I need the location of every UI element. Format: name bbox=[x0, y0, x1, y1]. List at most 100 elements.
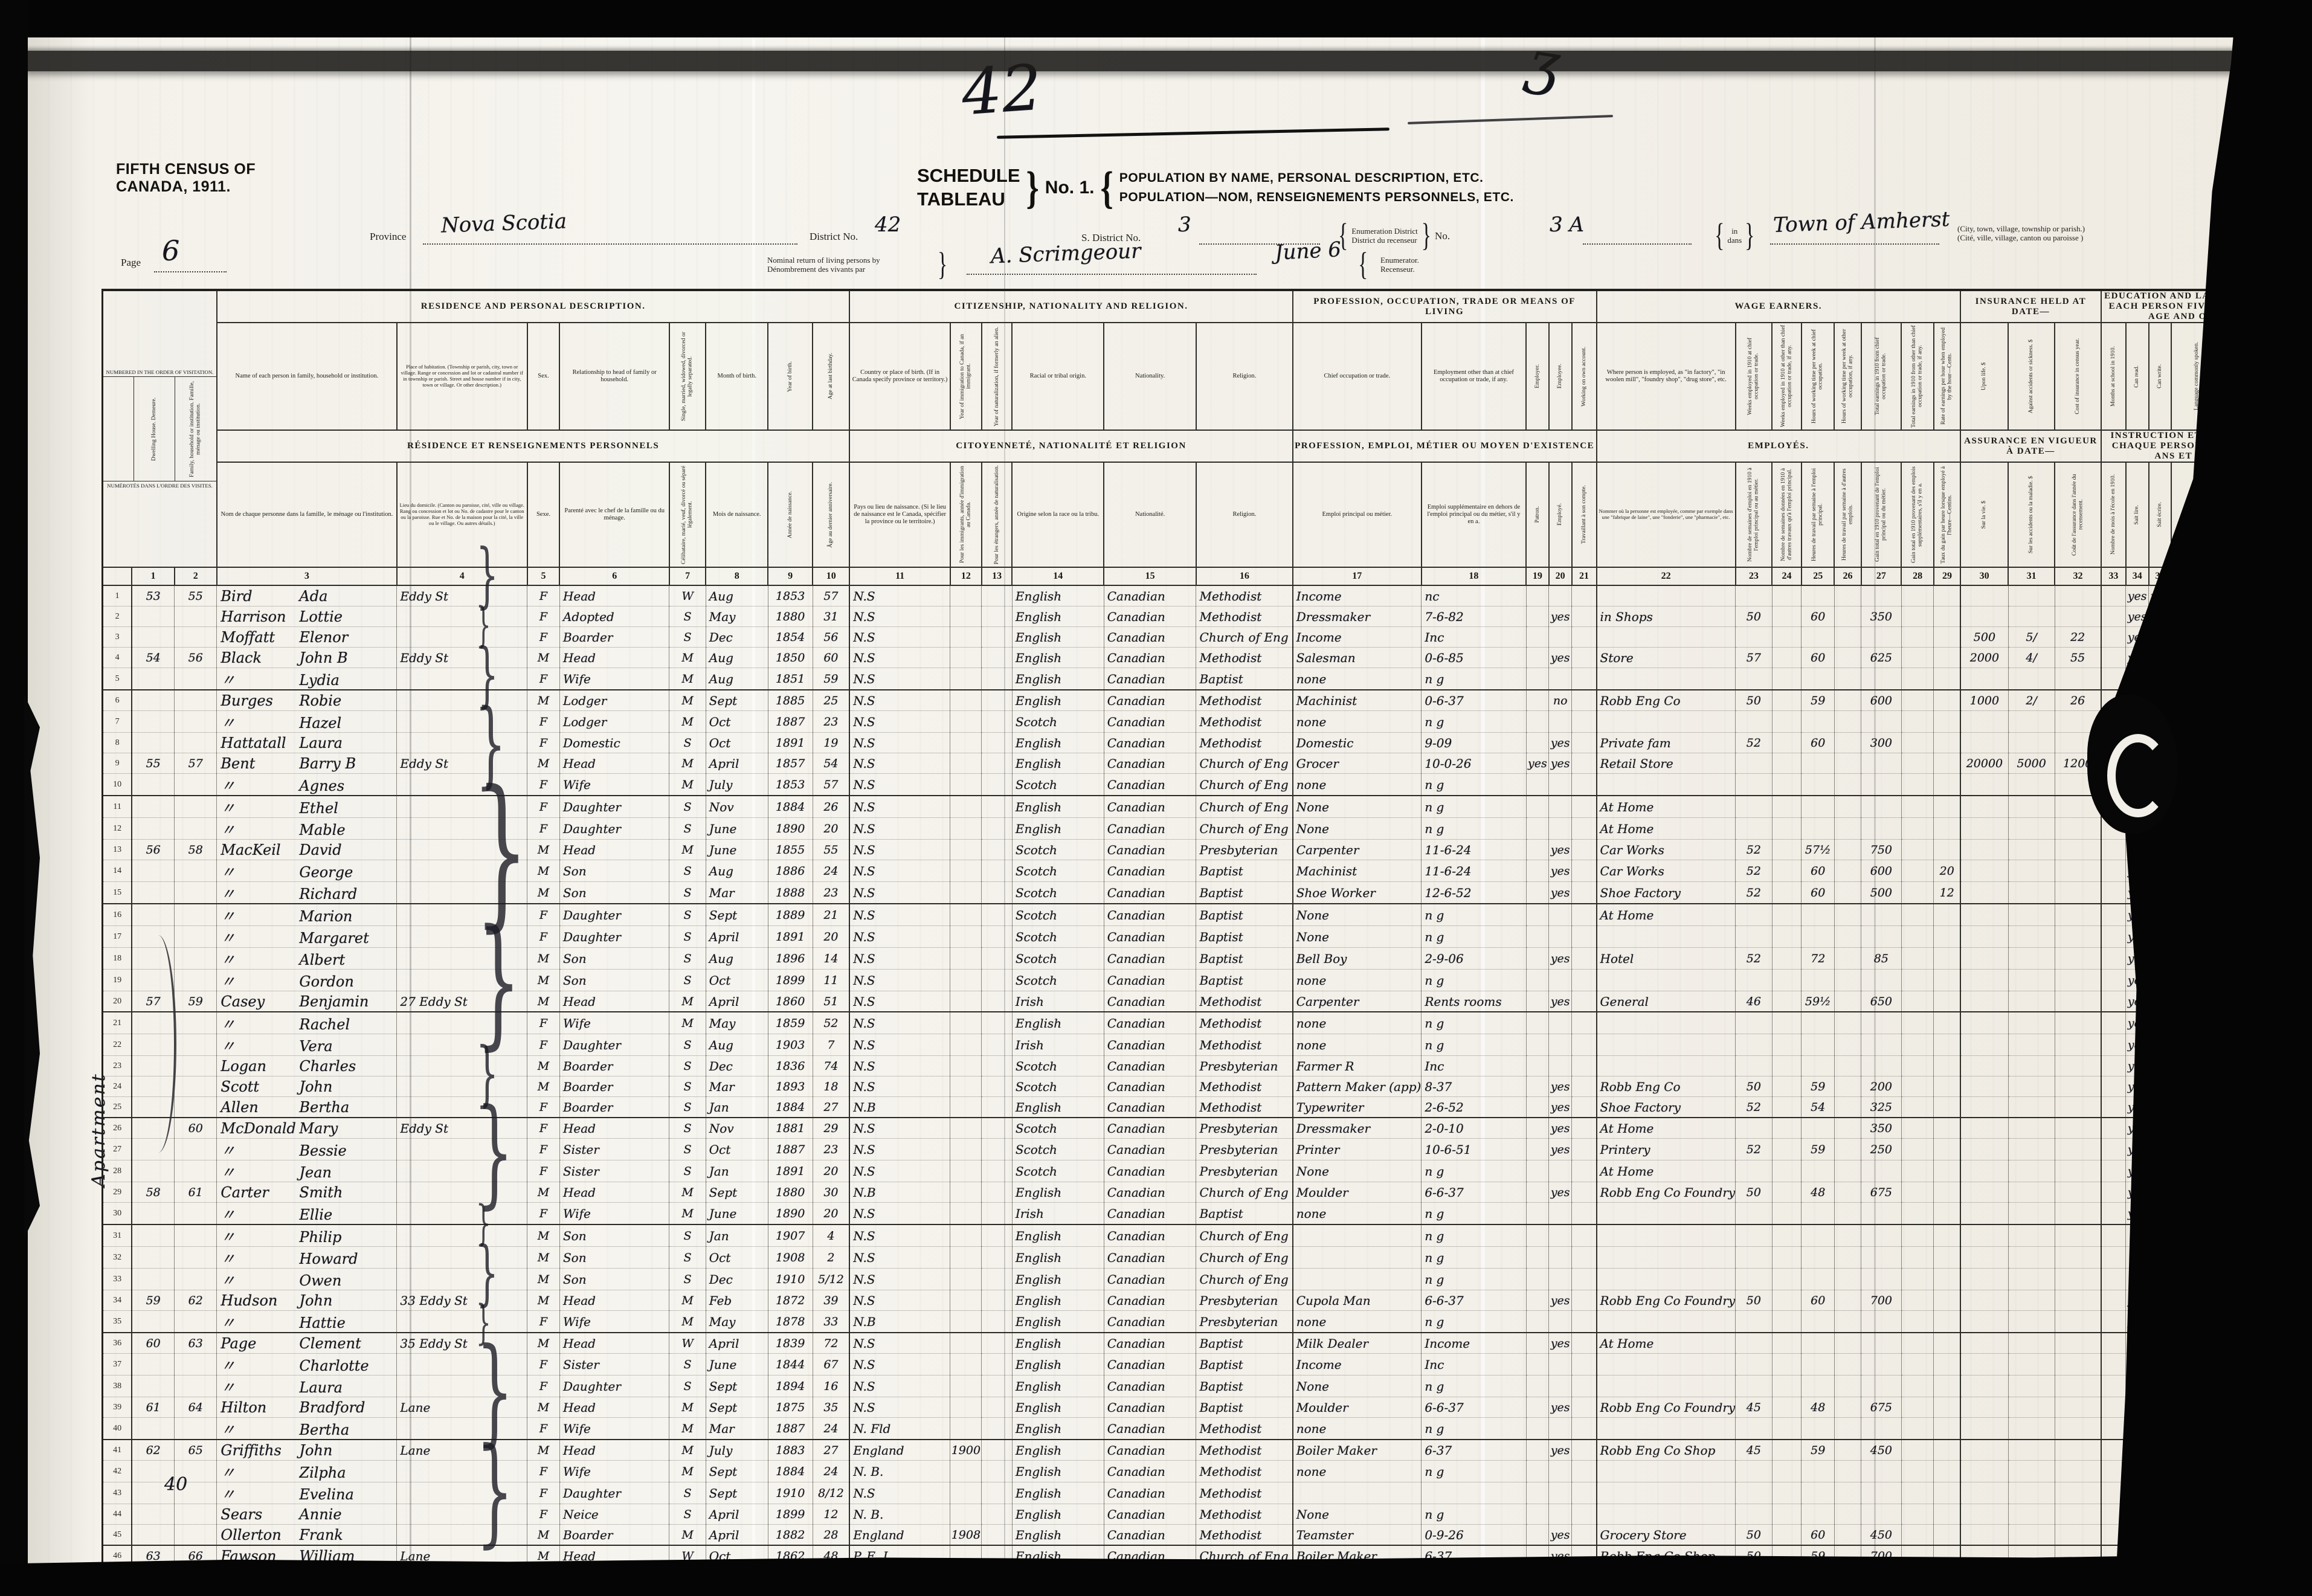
line-number: 17 bbox=[101, 925, 132, 948]
column-number-29: 29 bbox=[1933, 567, 1962, 586]
column-head-fr-10: Âge au dernier anniversaire. bbox=[812, 462, 851, 568]
cell-e21 bbox=[1571, 1353, 1597, 1376]
cell-ern: 350 bbox=[1861, 1118, 1902, 1139]
cell-rte bbox=[1933, 1375, 1961, 1397]
cell-name: 〃 Albert bbox=[216, 947, 397, 970]
cell-fam bbox=[174, 710, 217, 733]
census-title: FIFTH CENSUS OF CANADA, 1911. bbox=[116, 161, 256, 195]
cell-fam bbox=[174, 626, 217, 648]
cell-name: 〃 Lydia bbox=[216, 668, 397, 690]
column-number-7: 7 bbox=[668, 567, 707, 586]
given-name: Ethel bbox=[299, 800, 338, 817]
cell-nat: Canadian bbox=[1103, 1524, 1196, 1546]
cell-rel: Daughter bbox=[559, 904, 669, 926]
cell-e21 bbox=[1571, 1096, 1597, 1118]
given-name: Jean bbox=[299, 1164, 332, 1181]
cell-bp: N.S bbox=[849, 860, 950, 882]
cell-whr bbox=[1596, 925, 1736, 948]
cell-mar: M bbox=[669, 1202, 706, 1225]
cell-org: English bbox=[1011, 732, 1104, 753]
cell-yr: 1855 bbox=[767, 839, 813, 860]
cell-sex: F bbox=[527, 710, 560, 733]
cell-rel: Neice bbox=[559, 1504, 669, 1525]
cell-w24 bbox=[1771, 668, 1802, 690]
cell-cod: 0-6-37 bbox=[1421, 690, 1527, 711]
cell-rlg: Methodist bbox=[1196, 1076, 1293, 1097]
cell-rte bbox=[1933, 969, 1961, 991]
cell-rte bbox=[1933, 1290, 1961, 1311]
cell-mo: June bbox=[705, 817, 768, 840]
cell-nat: Canadian bbox=[1103, 1290, 1196, 1311]
cell-cod: Inc bbox=[1421, 626, 1527, 648]
cell-hrs: 60 bbox=[1801, 647, 1835, 668]
cell-rel: Wife bbox=[559, 1310, 669, 1333]
cell-in3 bbox=[2054, 817, 2101, 840]
column-number-22: 22 bbox=[1596, 567, 1736, 586]
cell-fam bbox=[174, 796, 217, 818]
cell-bp: N.S bbox=[849, 796, 950, 818]
cell-rte bbox=[1933, 1524, 1961, 1546]
cell-whr bbox=[1596, 585, 1736, 607]
cell-mo: Aug bbox=[705, 947, 768, 970]
column-head-fr-3: Nom de chaque personne dans la famille, … bbox=[216, 462, 398, 568]
cell-fam: 65 bbox=[174, 1440, 217, 1461]
table-row: 24 Scott John M Boarder S Mar 1893 18 N.S Scotch Ca… bbox=[101, 1076, 2311, 1097]
cell-in1: 500 bbox=[1960, 626, 2009, 648]
column-number-30: 30 bbox=[1960, 567, 2009, 586]
cell-cod: 8-37 bbox=[1421, 1076, 1527, 1097]
cell-age: 23 bbox=[812, 1138, 850, 1160]
surname: 〃 bbox=[221, 800, 236, 817]
table-row: 34 59 62 Hudson John 33 Eddy St M Head M Feb 1872 3… bbox=[101, 1290, 2311, 1311]
cell-occ: None bbox=[1292, 1504, 1422, 1525]
cell-fam bbox=[174, 969, 217, 991]
line-number: 27 bbox=[101, 1138, 132, 1160]
cell-e21 bbox=[1571, 796, 1597, 818]
cell-imm bbox=[950, 991, 982, 1012]
cell-fam bbox=[174, 1460, 217, 1482]
cell-n13 bbox=[981, 585, 1013, 607]
line-number: 30 bbox=[101, 1202, 132, 1225]
cell-imm bbox=[950, 1224, 982, 1247]
cell-e20: yes bbox=[1548, 732, 1572, 753]
cell-whr: At Home bbox=[1596, 1118, 1736, 1139]
cell-in3 bbox=[2054, 1417, 2101, 1440]
cell-wks bbox=[1735, 1482, 1773, 1504]
cell-w24 bbox=[1771, 947, 1802, 970]
cell-whr: At Home bbox=[1596, 1160, 1736, 1182]
cell-yr: 1891 bbox=[767, 1160, 813, 1182]
cell-org: English bbox=[1011, 690, 1104, 711]
cell-in3 bbox=[2054, 1482, 2101, 1504]
cell-whr bbox=[1596, 1417, 1736, 1440]
cell-h26 bbox=[1834, 817, 1861, 840]
line-number: 32 bbox=[101, 1246, 132, 1269]
cell-e21 bbox=[1571, 1182, 1597, 1203]
cell-in3 bbox=[2054, 1160, 2101, 1182]
cell-yr: 1890 bbox=[767, 817, 813, 840]
cell-in2 bbox=[2008, 1333, 2055, 1354]
cell-imm bbox=[950, 585, 982, 607]
cell-yr: 1894 bbox=[767, 1375, 813, 1397]
cell-in2 bbox=[2008, 1096, 2055, 1118]
cell-sch bbox=[2100, 606, 2126, 627]
cell-mo: Oct bbox=[705, 1246, 768, 1269]
surname: McDonald bbox=[221, 1119, 296, 1137]
column-head-fr-31: Sur les accidents ou la maladie. $ bbox=[2008, 462, 2056, 568]
cell-hrs bbox=[1801, 1012, 1835, 1034]
cell-mar: S bbox=[669, 881, 706, 904]
cell-yr: 1875 bbox=[767, 1397, 813, 1418]
given-name: Marion bbox=[299, 908, 353, 925]
cell-mo: April bbox=[705, 925, 768, 948]
surname: Casey bbox=[221, 993, 265, 1010]
cell-occ: Moulder bbox=[1292, 1397, 1422, 1418]
cell-in1 bbox=[1960, 1012, 2009, 1034]
cell-imm bbox=[950, 796, 982, 818]
cell-hrs bbox=[1801, 1034, 1835, 1056]
cell-in2 bbox=[2008, 1076, 2055, 1097]
cell-name: Casey Benjamin bbox=[216, 991, 397, 1012]
cell-bp: N. B. bbox=[849, 1460, 950, 1482]
cell-e28 bbox=[1901, 1246, 1934, 1269]
cell-n13 bbox=[981, 1397, 1013, 1418]
cell-nat: Canadian bbox=[1103, 1012, 1196, 1034]
cell-mo: Sept bbox=[705, 1182, 768, 1203]
cell-imm bbox=[950, 1076, 982, 1097]
